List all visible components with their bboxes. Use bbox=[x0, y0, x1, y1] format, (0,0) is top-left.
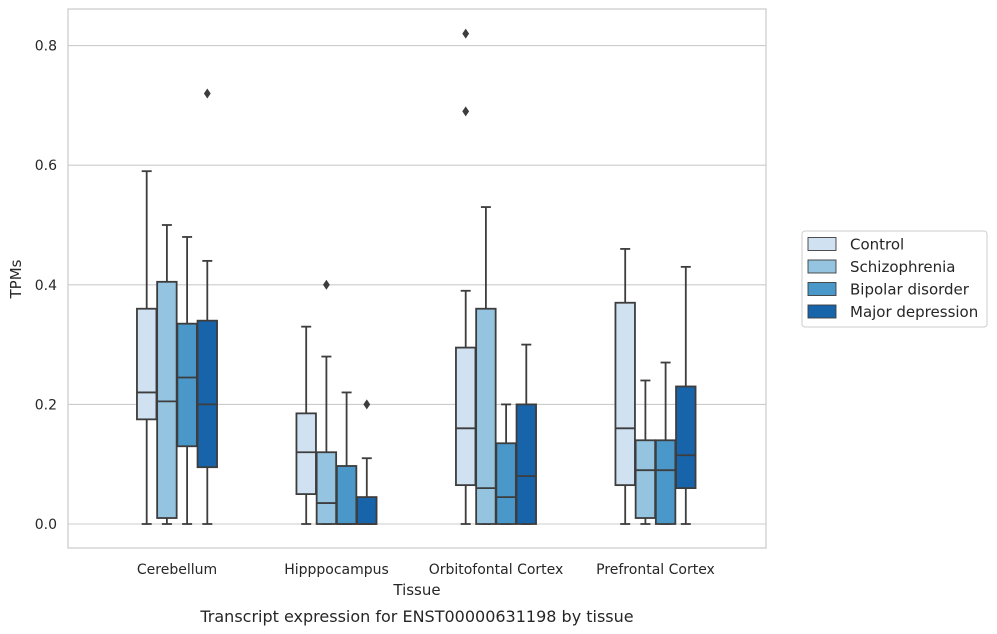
x-tick-label: Cerebellum bbox=[137, 562, 217, 578]
outlier-point bbox=[462, 28, 470, 39]
box-body bbox=[495, 442, 517, 525]
box-1-2 bbox=[335, 391, 358, 525]
box-2-1 bbox=[475, 206, 497, 525]
legend-label: Control bbox=[850, 236, 904, 254]
y-axis-ticks: 0.0 0.2 0.4 0.6 0.8 bbox=[35, 39, 57, 533]
outlier-point bbox=[323, 279, 330, 290]
box-3-0 bbox=[614, 248, 636, 525]
x-axis-title: Tissue bbox=[392, 581, 440, 599]
box-1-0 bbox=[295, 325, 317, 525]
box-body bbox=[675, 385, 697, 490]
x-axis-ticks: Cerebellum Hipppocampus Orbitofontal Corte… bbox=[137, 562, 715, 578]
y-tick-label: 0.4 bbox=[35, 278, 57, 294]
box-2-0 bbox=[455, 28, 477, 525]
box-body bbox=[315, 451, 338, 525]
y-tick-label: 0.2 bbox=[35, 397, 57, 413]
box-body bbox=[515, 403, 537, 525]
x-tick-label: Orbitofontal Cortex bbox=[429, 562, 564, 578]
legend-label: Major depression bbox=[850, 303, 978, 321]
legend-swatch bbox=[807, 304, 837, 319]
box-0-2 bbox=[176, 236, 198, 525]
box-body bbox=[356, 496, 378, 525]
legend-frame bbox=[801, 230, 988, 328]
outlier-point bbox=[462, 106, 470, 117]
y-tick-label: 0.0 bbox=[35, 517, 57, 533]
box-body bbox=[614, 301, 636, 487]
y-tick-label: 0.6 bbox=[35, 158, 57, 174]
legend-swatch bbox=[807, 237, 837, 251]
box-body bbox=[654, 439, 677, 525]
x-tick-label: Prefrontal Cortex bbox=[596, 562, 715, 578]
outlier-point bbox=[203, 88, 211, 99]
box-body bbox=[176, 322, 198, 448]
box-0-3 bbox=[196, 88, 218, 525]
box-1-3 bbox=[356, 399, 378, 525]
box-body bbox=[156, 280, 178, 519]
legend-label: Bipolar disorder bbox=[850, 281, 970, 299]
box-3-3 bbox=[675, 265, 697, 525]
box-body bbox=[455, 346, 477, 487]
box-2-2 bbox=[495, 403, 517, 525]
legend-label: Schizophrenia bbox=[850, 258, 955, 276]
legend-swatch bbox=[807, 282, 837, 296]
y-tick-label: 0.8 bbox=[35, 39, 57, 55]
box-body bbox=[335, 465, 358, 525]
box-body bbox=[136, 307, 158, 421]
box-2-3 bbox=[515, 343, 537, 525]
box-body bbox=[295, 412, 317, 495]
box-marks bbox=[136, 28, 697, 525]
legend: Control Schizophrenia Bipolar disorder Majo… bbox=[801, 230, 988, 328]
box-3-2 bbox=[654, 361, 677, 525]
box-0-0 bbox=[136, 170, 158, 525]
box-1-1 bbox=[315, 279, 338, 525]
y-axis-title: TPMs bbox=[7, 259, 25, 299]
box-body bbox=[196, 319, 218, 469]
chart-caption: Transcript expression for ENST0000063119… bbox=[199, 607, 633, 626]
box-0-1 bbox=[156, 224, 178, 525]
x-tick-label: Hipppocampus bbox=[284, 562, 389, 578]
legend-swatch bbox=[807, 259, 837, 274]
outlier-point bbox=[363, 399, 371, 410]
box-body bbox=[475, 307, 497, 525]
box-body bbox=[634, 439, 657, 519]
